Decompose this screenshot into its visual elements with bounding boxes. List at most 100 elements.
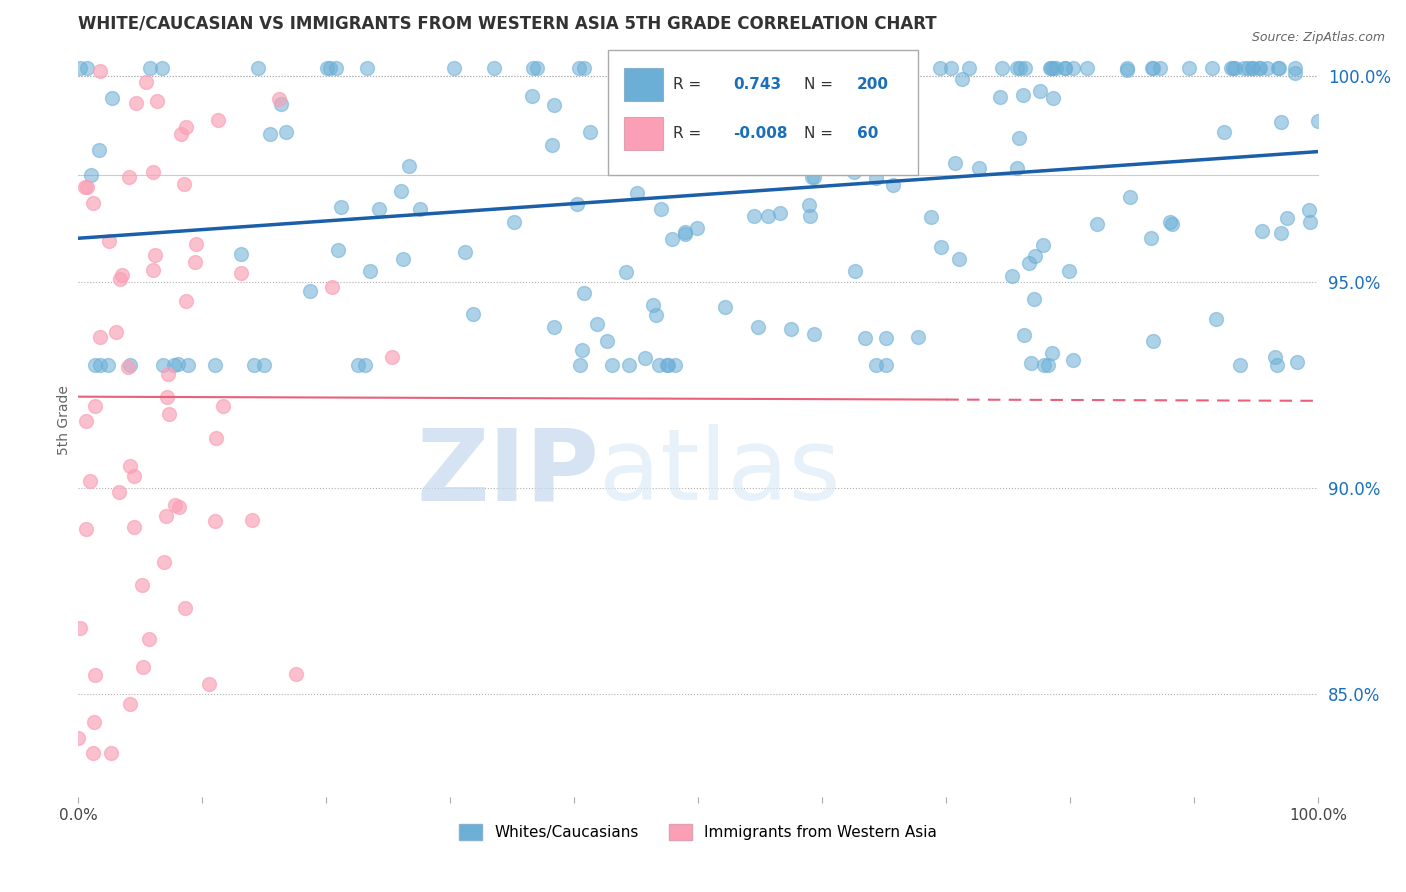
Point	[1029, 84, 1052, 98]
Point	[626, 186, 648, 201]
Point	[184, 255, 207, 269]
Point	[231, 247, 253, 261]
Point	[1062, 353, 1084, 368]
Point	[1019, 356, 1042, 370]
Point	[1085, 217, 1108, 231]
Point	[368, 202, 391, 217]
Point	[243, 358, 266, 372]
Point	[1076, 61, 1098, 75]
Point	[321, 280, 343, 294]
Point	[613, 133, 636, 147]
Point	[356, 61, 378, 75]
Point	[637, 61, 659, 75]
Point	[1062, 61, 1084, 75]
Point	[100, 746, 122, 760]
Point	[673, 225, 696, 239]
Point	[80, 168, 103, 182]
Point	[957, 61, 980, 75]
Text: WHITE/CAUCASIAN VS IMMIGRANTS FROM WESTERN ASIA 5TH GRADE CORRELATION CHART: WHITE/CAUCASIAN VS IMMIGRANTS FROM WESTE…	[79, 15, 936, 33]
Point	[928, 61, 950, 75]
Point	[1229, 358, 1251, 372]
Point	[568, 61, 591, 75]
Point	[169, 500, 191, 514]
Point	[820, 123, 842, 137]
Point	[1010, 61, 1032, 75]
Point	[803, 170, 825, 185]
Point	[157, 407, 180, 421]
Point	[1267, 61, 1289, 75]
Point	[526, 61, 548, 75]
Point	[644, 308, 666, 322]
Point	[98, 234, 121, 248]
Point	[1225, 61, 1247, 75]
Point	[1222, 61, 1244, 75]
Point	[82, 196, 104, 211]
Point	[650, 202, 672, 216]
Point	[104, 325, 127, 339]
Point	[571, 343, 593, 358]
Point	[398, 159, 420, 173]
Point	[1140, 61, 1163, 75]
Point	[1005, 61, 1028, 75]
Point	[541, 138, 564, 153]
Point	[253, 358, 276, 372]
Point	[950, 71, 973, 86]
Point	[853, 331, 876, 345]
Point	[862, 141, 884, 155]
Point	[89, 330, 111, 344]
Point	[990, 61, 1012, 75]
Point	[657, 358, 679, 372]
Text: N =: N =	[804, 77, 832, 92]
Point	[76, 61, 98, 75]
Point	[229, 267, 252, 281]
Point	[614, 265, 637, 279]
Point	[707, 157, 730, 171]
Point	[120, 358, 142, 372]
Point	[1040, 345, 1063, 359]
Point	[569, 358, 592, 372]
Point	[157, 368, 180, 382]
Point	[69, 61, 91, 75]
Point	[1053, 61, 1076, 75]
Point	[454, 245, 477, 260]
Point	[1161, 217, 1184, 231]
Point	[1014, 61, 1036, 75]
Text: R =: R =	[673, 126, 702, 141]
Point	[1213, 124, 1236, 138]
Point	[799, 210, 821, 224]
Point	[706, 61, 728, 75]
Point	[139, 61, 162, 75]
Point	[319, 61, 342, 75]
Point	[1140, 231, 1163, 245]
Point	[842, 165, 865, 179]
Point	[146, 94, 169, 108]
Point	[1285, 354, 1308, 368]
Point	[1237, 61, 1260, 75]
Point	[79, 474, 101, 488]
Point	[173, 600, 195, 615]
FancyBboxPatch shape	[607, 51, 918, 175]
Point	[875, 331, 897, 345]
Point	[1267, 61, 1289, 75]
Text: atlas: atlas	[599, 425, 841, 522]
Point	[1251, 223, 1274, 237]
Legend: Whites/Caucasians, Immigrants from Western Asia: Whites/Caucasians, Immigrants from Weste…	[453, 818, 943, 847]
Point	[683, 125, 706, 139]
Point	[87, 143, 110, 157]
Point	[574, 286, 596, 301]
Point	[143, 248, 166, 262]
Point	[988, 90, 1011, 104]
Point	[907, 330, 929, 344]
Point	[259, 128, 281, 142]
Text: 0.743: 0.743	[733, 77, 782, 92]
Point	[572, 61, 595, 75]
Point	[118, 698, 141, 712]
Point	[863, 61, 886, 75]
Point	[617, 358, 640, 372]
Text: R =: R =	[673, 77, 702, 92]
Point	[1118, 190, 1140, 204]
Point	[882, 178, 904, 192]
Point	[1007, 161, 1029, 176]
Point	[270, 97, 292, 112]
Point	[1038, 358, 1060, 372]
